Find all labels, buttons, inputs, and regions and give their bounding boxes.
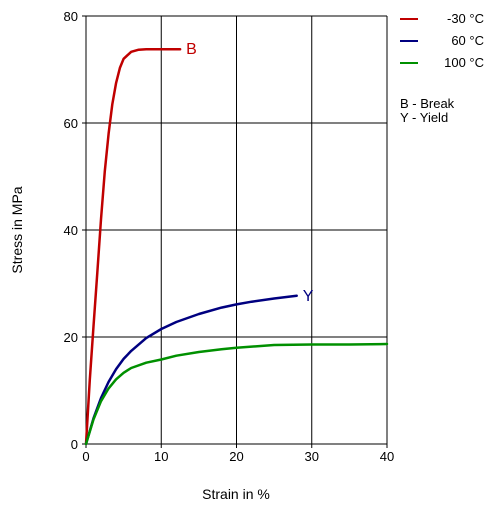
x-tick-label: 30 bbox=[305, 449, 319, 464]
y-axis-label: Stress in MPa bbox=[9, 186, 25, 273]
series-line-1 bbox=[84, 294, 298, 446]
end-label-0: B bbox=[186, 41, 197, 58]
legend-label-0: -30 °C bbox=[447, 11, 484, 26]
x-tick-label: 20 bbox=[229, 449, 243, 464]
note-1: Y - Yield bbox=[400, 110, 448, 125]
legend-label-2: 100 °C bbox=[444, 55, 484, 70]
legend: -30 °C 60 °C 100 °C bbox=[400, 11, 484, 70]
note-0: B - Break bbox=[400, 96, 455, 111]
grid bbox=[82, 15, 388, 448]
y-tick-label: 20 bbox=[64, 330, 78, 345]
series-lines bbox=[84, 47, 389, 446]
x-axis-label: Strain in % bbox=[202, 486, 270, 502]
legend-label-1: 60 °C bbox=[451, 33, 484, 48]
y-tick-label: 80 bbox=[64, 9, 78, 24]
y-tick-label: 40 bbox=[64, 223, 78, 238]
tick-labels: 0 10 20 30 40 0 20 40 60 80 bbox=[64, 9, 395, 464]
y-tick-label: 0 bbox=[71, 437, 78, 452]
end-label-1: Y bbox=[303, 288, 314, 305]
x-tick-label: 10 bbox=[154, 449, 168, 464]
x-tick-label: 40 bbox=[380, 449, 394, 464]
series-line-2 bbox=[84, 342, 389, 446]
y-tick-label: 60 bbox=[64, 116, 78, 131]
x-tick-label: 0 bbox=[82, 449, 89, 464]
series-line-0 bbox=[84, 47, 182, 446]
end-labels: BY bbox=[186, 41, 314, 305]
